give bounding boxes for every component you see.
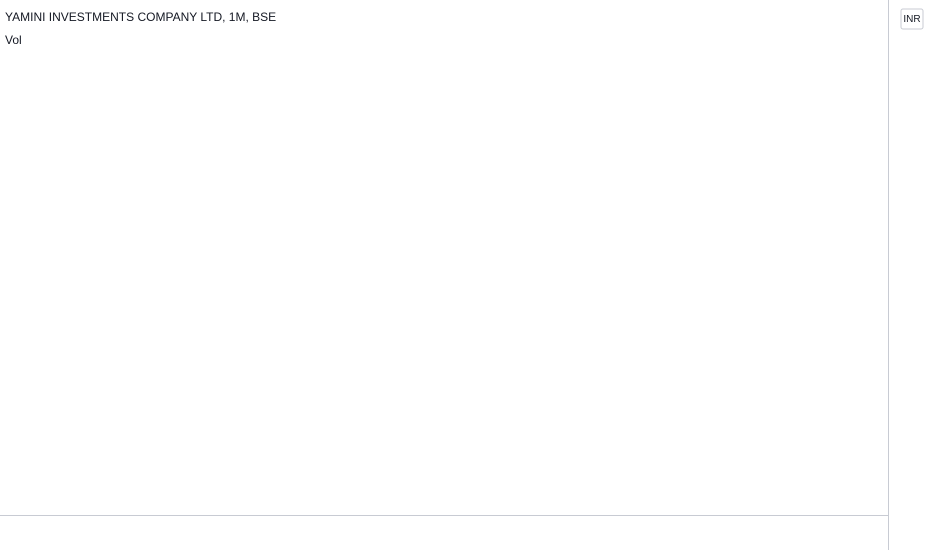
volume-label: Vol bbox=[5, 33, 22, 47]
currency[interactable]: INR bbox=[903, 14, 920, 25]
chart-title: YAMINI INVESTMENTS COMPANY LTD, 1M, BSE bbox=[5, 10, 276, 24]
currency-box[interactable] bbox=[900, 8, 924, 30]
